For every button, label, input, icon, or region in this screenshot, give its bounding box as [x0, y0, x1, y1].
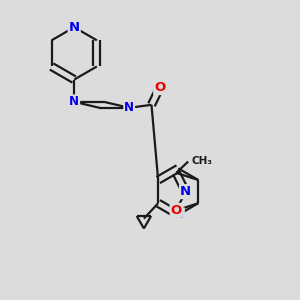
Text: N: N	[173, 208, 184, 221]
Text: O: O	[171, 204, 182, 217]
Text: N: N	[69, 95, 79, 108]
Text: N: N	[69, 21, 80, 34]
Text: O: O	[154, 81, 165, 94]
Text: N: N	[124, 101, 134, 114]
Text: CH₃: CH₃	[191, 156, 212, 166]
Text: N: N	[180, 185, 191, 198]
